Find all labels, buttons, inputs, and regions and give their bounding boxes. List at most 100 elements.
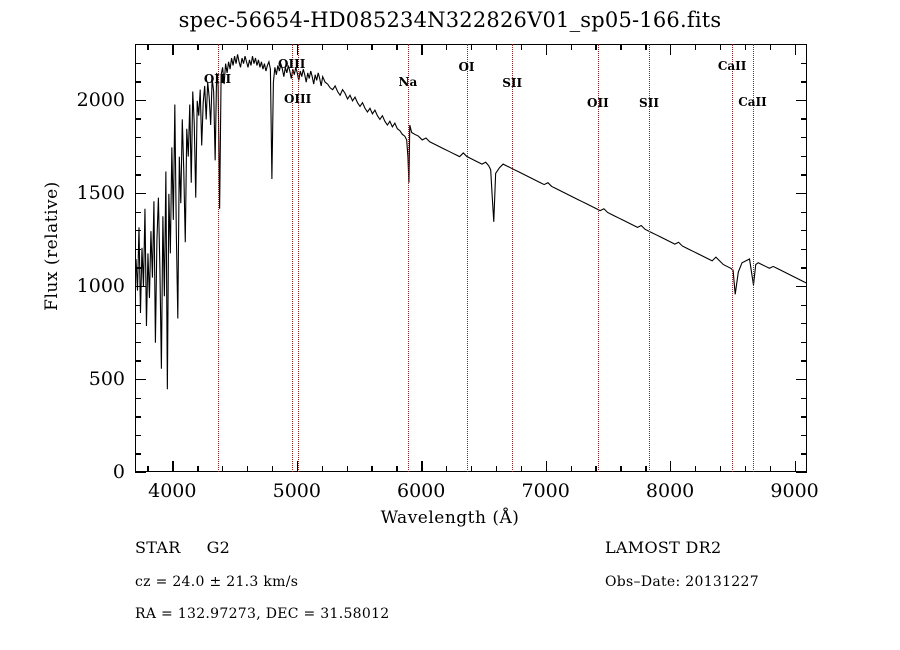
guide-line [732, 44, 734, 472]
guide-line [752, 44, 754, 472]
x-minor-tick-top [744, 44, 747, 50]
y-minor-tick-right [801, 341, 807, 344]
plot-area [136, 45, 806, 471]
x-minor-tick [346, 466, 348, 472]
line-marker-caii-9: CaII [738, 95, 767, 109]
y-minor-tick [135, 453, 141, 455]
y-major-tick-right [796, 99, 807, 102]
y-minor-tick-right [801, 453, 807, 455]
y-major-tick [135, 379, 146, 381]
x-minor-tick-top [321, 44, 324, 50]
x-major-tick-top [172, 44, 174, 55]
y-minor-tick [135, 304, 141, 306]
y-major-tick-right [796, 285, 807, 288]
x-minor-tick [371, 466, 373, 472]
footer-object-type: STAR G2 [135, 538, 230, 557]
y-minor-tick-right [801, 155, 807, 158]
x-major-tick [421, 461, 423, 472]
x-tick-label: 5000 [272, 480, 321, 502]
y-minor-tick-right [801, 230, 807, 232]
x-tick-label: 8000 [645, 480, 695, 502]
x-minor-tick [197, 466, 199, 472]
y-tick-label: 0 [112, 461, 125, 483]
y-minor-tick-right [801, 174, 807, 176]
x-axis-title: Wavelength (Å) [380, 508, 520, 528]
x-major-tick [670, 461, 672, 472]
x-minor-tick [495, 466, 498, 472]
y-minor-tick-right [801, 360, 807, 362]
line-marker-na-3: Na [398, 75, 418, 89]
y-minor-tick [135, 323, 141, 325]
y-minor-tick-right [801, 118, 807, 120]
x-major-tick [545, 461, 548, 472]
x-major-tick-top [545, 44, 548, 55]
footer-coordinates: RA = 132.97273, DEC = 31.58012 [135, 606, 390, 622]
y-minor-tick [135, 248, 141, 251]
x-minor-tick [719, 466, 722, 472]
x-minor-tick-top [595, 44, 597, 50]
x-minor-tick-top [346, 44, 348, 50]
footer-redshift: cz = 24.0 ± 21.3 km/s [135, 574, 299, 590]
guide-line [512, 44, 514, 472]
line-marker-caii-8: CaII [717, 59, 747, 73]
y-minor-tick-right [801, 434, 807, 437]
line-marker-sii-5: SII [502, 76, 523, 90]
x-minor-tick [247, 466, 249, 472]
plot-frame [135, 44, 807, 472]
y-minor-tick-right [801, 44, 807, 46]
guide-line [297, 44, 299, 472]
x-minor-tick [520, 466, 523, 472]
line-marker-oiii-2: OIII [283, 92, 312, 106]
y-major-tick-right [796, 472, 807, 474]
y-minor-tick [135, 230, 141, 232]
footer-obs-date: Obs–Date: 20131227 [605, 574, 759, 590]
y-minor-tick [135, 397, 141, 399]
y-minor-tick [135, 137, 141, 139]
y-minor-tick [135, 118, 141, 120]
page-title: spec-56654-HD085234N322826V01_sp05-166.f… [178, 8, 722, 32]
line-marker-oi-4: OI [458, 60, 475, 74]
guide-line [649, 44, 650, 472]
x-minor-tick-top [371, 44, 373, 50]
x-minor-tick-top [222, 44, 224, 50]
x-minor-tick [321, 466, 324, 472]
x-major-tick-top [421, 44, 423, 55]
x-minor-tick-top [695, 44, 697, 50]
x-minor-tick-top [645, 44, 647, 50]
y-major-tick [135, 285, 146, 288]
y-minor-tick-right [801, 248, 807, 251]
y-minor-tick [135, 174, 141, 176]
y-minor-tick-right [801, 267, 807, 269]
y-minor-tick [135, 211, 141, 213]
x-tick-label: 9000 [770, 480, 819, 502]
x-minor-tick [769, 466, 772, 472]
y-minor-tick [135, 341, 141, 344]
x-minor-tick [620, 466, 622, 472]
x-minor-tick [645, 466, 647, 472]
y-minor-tick [135, 62, 141, 64]
y-tick-label: 1500 [76, 181, 125, 204]
y-minor-tick-right [801, 323, 807, 325]
guide-line [291, 44, 293, 472]
line-marker-oiii-1: OIII [278, 57, 306, 71]
line-marker-sii-7: SII [639, 96, 659, 110]
x-minor-tick-top [147, 44, 149, 50]
x-minor-tick [222, 466, 224, 472]
y-tick-label: 500 [88, 368, 125, 390]
x-minor-tick [271, 466, 274, 472]
y-major-tick-right [796, 192, 807, 195]
y-minor-tick [135, 81, 141, 83]
x-major-tick-top [296, 44, 299, 55]
x-minor-tick [147, 466, 149, 472]
guide-line [217, 44, 219, 472]
x-major-tick-top [670, 44, 672, 55]
y-minor-tick-right [801, 304, 807, 306]
spectrum-curve [136, 54, 806, 390]
x-major-tick-top [794, 44, 796, 55]
guide-line [466, 44, 468, 472]
y-minor-tick-right [801, 416, 807, 418]
x-minor-tick [595, 466, 597, 472]
x-minor-tick-top [495, 44, 498, 50]
y-minor-tick-right [801, 62, 807, 64]
x-minor-tick-top [247, 44, 249, 50]
